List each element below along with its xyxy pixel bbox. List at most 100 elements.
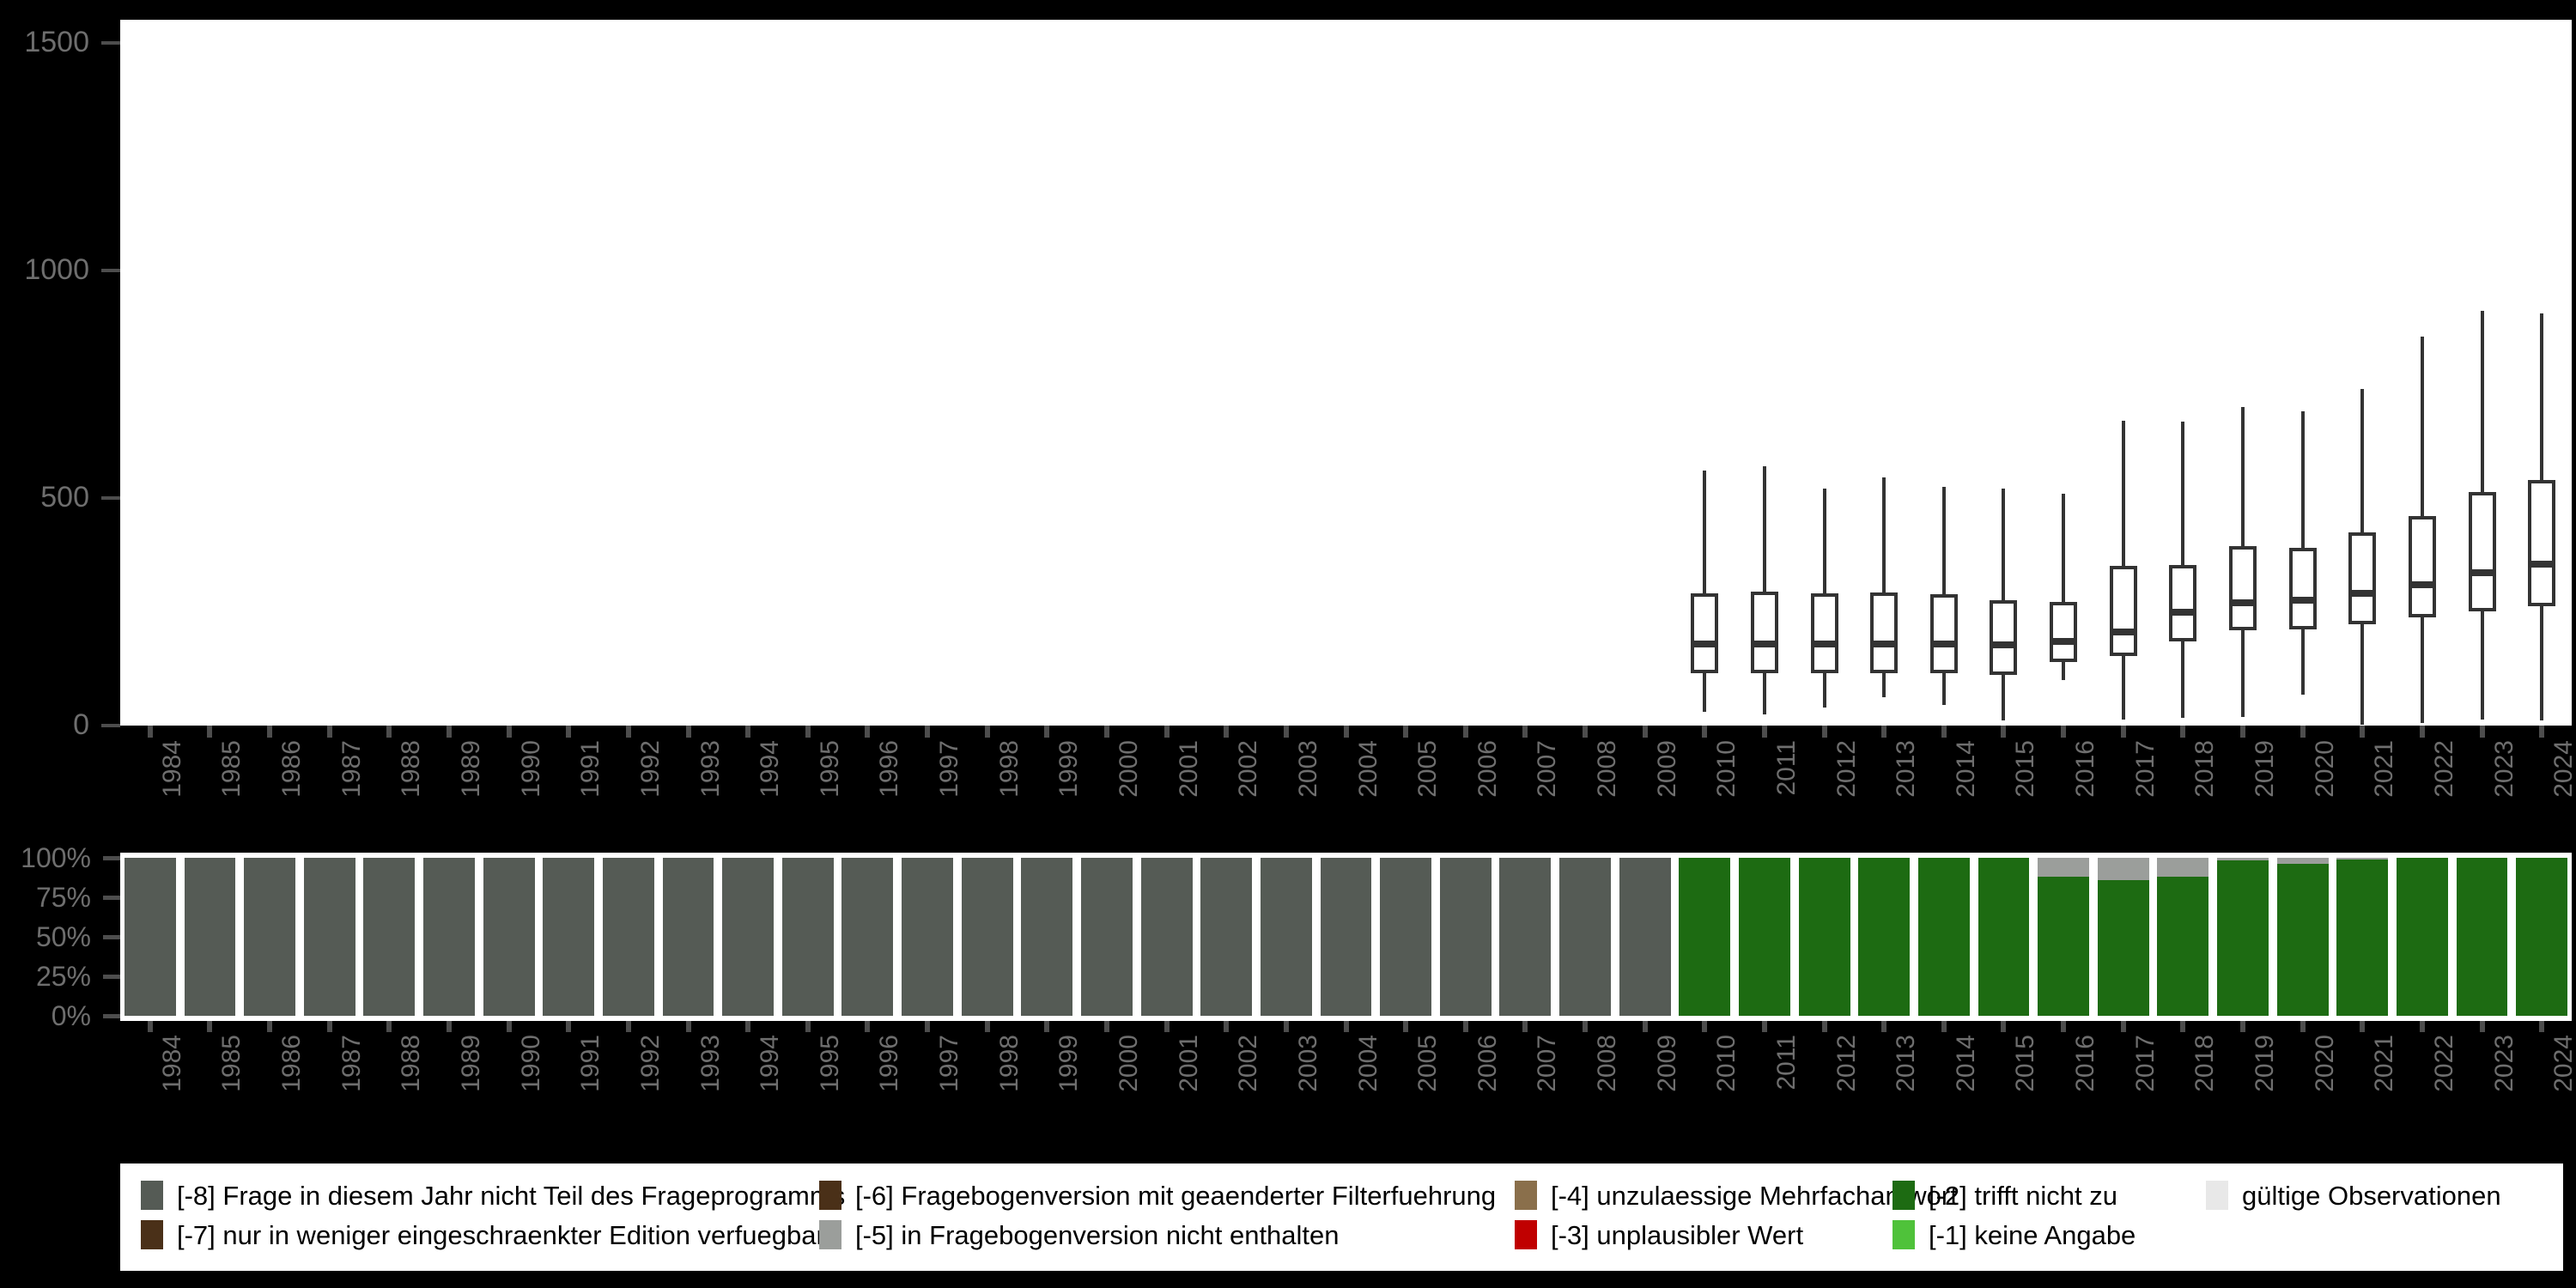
boxplot-x-tick-label: 1999 bbox=[1054, 740, 1084, 798]
legend-item-label: [-5] in Fragebogenversion nicht enthalte… bbox=[855, 1219, 1340, 1250]
composition-x-tick-label: 2023 bbox=[2489, 1035, 2518, 1092]
boxplot-x-tick-mark bbox=[386, 726, 392, 738]
composition-x-tick-label: 1996 bbox=[875, 1035, 904, 1092]
legend-item[interactable]: [-3] unplausibler Wert bbox=[1515, 1215, 1803, 1255]
legend-item[interactable]: [-1] keine Angabe bbox=[1893, 1215, 2136, 1255]
composition-bar bbox=[602, 858, 654, 1016]
composition-y-tick-mark bbox=[103, 934, 120, 939]
composition-bar-segment bbox=[1858, 858, 1911, 1016]
composition-bar bbox=[2157, 858, 2209, 1016]
boxplot-box bbox=[1870, 20, 1899, 726]
legend-item[interactable]: [-7] nur in weniger eingeschraenkter Edi… bbox=[141, 1215, 825, 1255]
composition-y-tick-mark bbox=[103, 974, 120, 979]
boxplot-iqr-box bbox=[1990, 600, 2018, 675]
boxplot-box bbox=[2169, 20, 2197, 726]
composition-bar-segment bbox=[1978, 858, 2030, 1016]
boxplot-box bbox=[2050, 20, 2078, 726]
composition-y-tick-label: 100% bbox=[21, 842, 91, 873]
composition-x-tick-label: 1988 bbox=[397, 1035, 426, 1092]
composition-bar-segment bbox=[1499, 858, 1552, 1016]
composition-bar bbox=[902, 858, 953, 1016]
boxplot-median-line bbox=[1750, 640, 1778, 647]
composition-x-tick-label: 2019 bbox=[2251, 1035, 2279, 1092]
boxplot-box bbox=[1691, 20, 1719, 726]
composition-x-tick-mark bbox=[1642, 1021, 1648, 1032]
legend-item[interactable]: [-8] Frage in diesem Jahr nicht Teil des… bbox=[141, 1176, 845, 1215]
legend-item[interactable]: [-2] trifft nicht zu bbox=[1893, 1176, 2117, 1215]
composition-bar-segment bbox=[662, 858, 714, 1016]
composition-bar bbox=[483, 858, 535, 1016]
boxplot-box bbox=[2348, 20, 2377, 726]
boxplot-x-tick-mark bbox=[685, 726, 691, 738]
composition-bar-segment bbox=[2097, 858, 2149, 880]
boxplot-box bbox=[1810, 20, 1838, 726]
composition-bar bbox=[184, 858, 236, 1016]
composition-x-tick-mark bbox=[1583, 1021, 1589, 1032]
composition-x-tick-label: 2018 bbox=[2190, 1035, 2220, 1092]
composition-x-tick-label: 2004 bbox=[1353, 1035, 1382, 1092]
boxplot-iqr-box bbox=[2408, 516, 2436, 617]
boxplot-upper-whisker bbox=[1941, 486, 1946, 595]
boxplot-median-line bbox=[2288, 597, 2317, 605]
boxplot-x-tick-label: 1992 bbox=[635, 740, 665, 798]
composition-bar bbox=[1081, 858, 1133, 1016]
composition-bar-segment bbox=[2276, 858, 2329, 865]
composition-x-tick-mark bbox=[2061, 1021, 2067, 1032]
boxplot-upper-whisker bbox=[2181, 421, 2185, 566]
composition-bar-segment bbox=[1260, 858, 1312, 1016]
boxplot-lower-whisker bbox=[2420, 617, 2424, 723]
legend-swatch-icon bbox=[1893, 1181, 1915, 1210]
boxplot-lower-whisker bbox=[2181, 641, 2185, 719]
legend-swatch-icon bbox=[1515, 1181, 1537, 1210]
legend-item[interactable]: [-4] unzulaessige Mehrfachantwort bbox=[1515, 1176, 1958, 1215]
boxplot-iqr-box bbox=[2050, 601, 2078, 662]
legend-item[interactable]: [-5] in Fragebogenversion nicht enthalte… bbox=[819, 1215, 1340, 1255]
composition-bar bbox=[1140, 858, 1193, 1016]
boxplot-x-tick-mark bbox=[1522, 726, 1528, 738]
boxplot-median-line bbox=[2468, 569, 2496, 577]
composition-x-tick-mark bbox=[625, 1021, 631, 1032]
boxplot-x-tick-label: 1995 bbox=[815, 740, 844, 798]
composition-x-tick-label: 2016 bbox=[2071, 1035, 2100, 1092]
composition-x-tick-mark bbox=[1403, 1021, 1409, 1032]
boxplot-x-tick-mark bbox=[1462, 726, 1468, 738]
boxplot-y-tick-label: 0 bbox=[73, 708, 89, 741]
boxplot-x-tick-mark bbox=[1224, 726, 1230, 738]
boxplot-box bbox=[2408, 20, 2436, 726]
composition-bar-segment bbox=[363, 858, 416, 1016]
composition-x-tick-mark bbox=[2300, 1021, 2306, 1032]
boxplot-upper-whisker bbox=[2540, 313, 2544, 480]
boxplot-x-tick-label: 1986 bbox=[277, 740, 307, 798]
legend-item-label: [-3] unplausibler Wert bbox=[1551, 1219, 1804, 1250]
composition-bar bbox=[1858, 858, 1911, 1016]
boxplot-x-tick-mark bbox=[925, 726, 931, 738]
legend-swatch-icon bbox=[819, 1220, 841, 1249]
composition-bar bbox=[1260, 858, 1312, 1016]
boxplot-lower-whisker bbox=[1762, 673, 1766, 714]
composition-x-tick-label: 2005 bbox=[1413, 1035, 1443, 1092]
boxplot-x-tick-mark bbox=[2061, 726, 2067, 738]
composition-bar bbox=[2097, 858, 2149, 1016]
boxplot-iqr-box bbox=[1870, 592, 1899, 673]
legend-item[interactable]: gültige Observationen bbox=[2206, 1176, 2501, 1215]
composition-bar bbox=[1798, 858, 1850, 1016]
composition-bar-segment bbox=[2456, 858, 2508, 1016]
composition-x-tick-mark bbox=[147, 1021, 153, 1032]
composition-bar bbox=[1200, 858, 1253, 1016]
composition-x-tick-label: 2015 bbox=[2011, 1035, 2040, 1092]
boxplot-x-tick-label: 2011 bbox=[1771, 740, 1801, 796]
legend-item[interactable]: [-6] Fragebogenversion mit geaenderter F… bbox=[819, 1176, 1496, 1215]
composition-x-tick-mark bbox=[685, 1021, 691, 1032]
composition-bar bbox=[2456, 858, 2508, 1016]
boxplot-y-axis: 1500 1000 500 0 bbox=[0, 0, 120, 739]
composition-x-tick-label: 1985 bbox=[217, 1035, 246, 1092]
composition-x-tick-mark bbox=[2419, 1021, 2425, 1032]
composition-bar-segment bbox=[2336, 858, 2389, 860]
composition-x-tick-label: 1990 bbox=[516, 1035, 545, 1092]
boxplot-median-line bbox=[2228, 598, 2257, 606]
composition-bar-segment bbox=[1140, 858, 1193, 1016]
boxplot-box bbox=[2468, 20, 2496, 726]
boxplot-box bbox=[2109, 20, 2137, 726]
boxplot-x-tick-label: 2018 bbox=[2190, 740, 2220, 798]
composition-bar-segment bbox=[781, 858, 834, 1016]
